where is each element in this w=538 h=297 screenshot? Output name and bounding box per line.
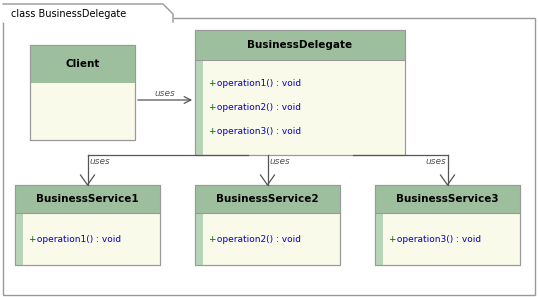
Text: operation3() : void: operation3() : void bbox=[394, 235, 481, 244]
Text: BusinessService2: BusinessService2 bbox=[216, 194, 319, 204]
Bar bbox=[195, 60, 203, 155]
Text: +: + bbox=[388, 235, 395, 244]
Text: uses: uses bbox=[154, 89, 175, 97]
Bar bbox=[15, 185, 160, 265]
Bar bbox=[195, 213, 203, 265]
Text: operation1() : void: operation1() : void bbox=[214, 79, 301, 88]
Bar bbox=[375, 185, 520, 265]
Text: +: + bbox=[208, 79, 216, 88]
Polygon shape bbox=[3, 4, 173, 22]
Bar bbox=[30, 45, 135, 83]
Bar bbox=[375, 185, 520, 213]
Text: BusinessDelegate: BusinessDelegate bbox=[247, 40, 352, 50]
Text: +: + bbox=[208, 127, 216, 136]
Bar bbox=[195, 185, 340, 265]
Bar bbox=[15, 213, 23, 265]
Bar bbox=[375, 213, 383, 265]
Text: uses: uses bbox=[269, 157, 290, 167]
Text: operation3() : void: operation3() : void bbox=[214, 127, 301, 136]
Text: +: + bbox=[208, 103, 216, 112]
Text: +: + bbox=[208, 235, 216, 244]
Bar bbox=[195, 185, 340, 213]
Bar bbox=[30, 45, 135, 140]
Bar bbox=[195, 185, 340, 265]
Text: uses: uses bbox=[425, 157, 446, 167]
Bar bbox=[375, 185, 520, 265]
Text: Client: Client bbox=[65, 59, 100, 69]
Text: class BusinessDelegate: class BusinessDelegate bbox=[11, 9, 126, 19]
Bar bbox=[30, 45, 135, 140]
Text: operation2() : void: operation2() : void bbox=[214, 103, 301, 112]
Bar bbox=[195, 30, 405, 60]
Text: BusinessService1: BusinessService1 bbox=[36, 194, 139, 204]
Bar bbox=[195, 30, 405, 155]
Text: operation1() : void: operation1() : void bbox=[34, 235, 121, 244]
Bar bbox=[195, 30, 405, 155]
Text: BusinessService3: BusinessService3 bbox=[396, 194, 499, 204]
Text: uses: uses bbox=[89, 157, 110, 167]
Text: operation2() : void: operation2() : void bbox=[214, 235, 301, 244]
Bar bbox=[15, 185, 160, 265]
Bar bbox=[15, 185, 160, 213]
Text: +: + bbox=[28, 235, 36, 244]
